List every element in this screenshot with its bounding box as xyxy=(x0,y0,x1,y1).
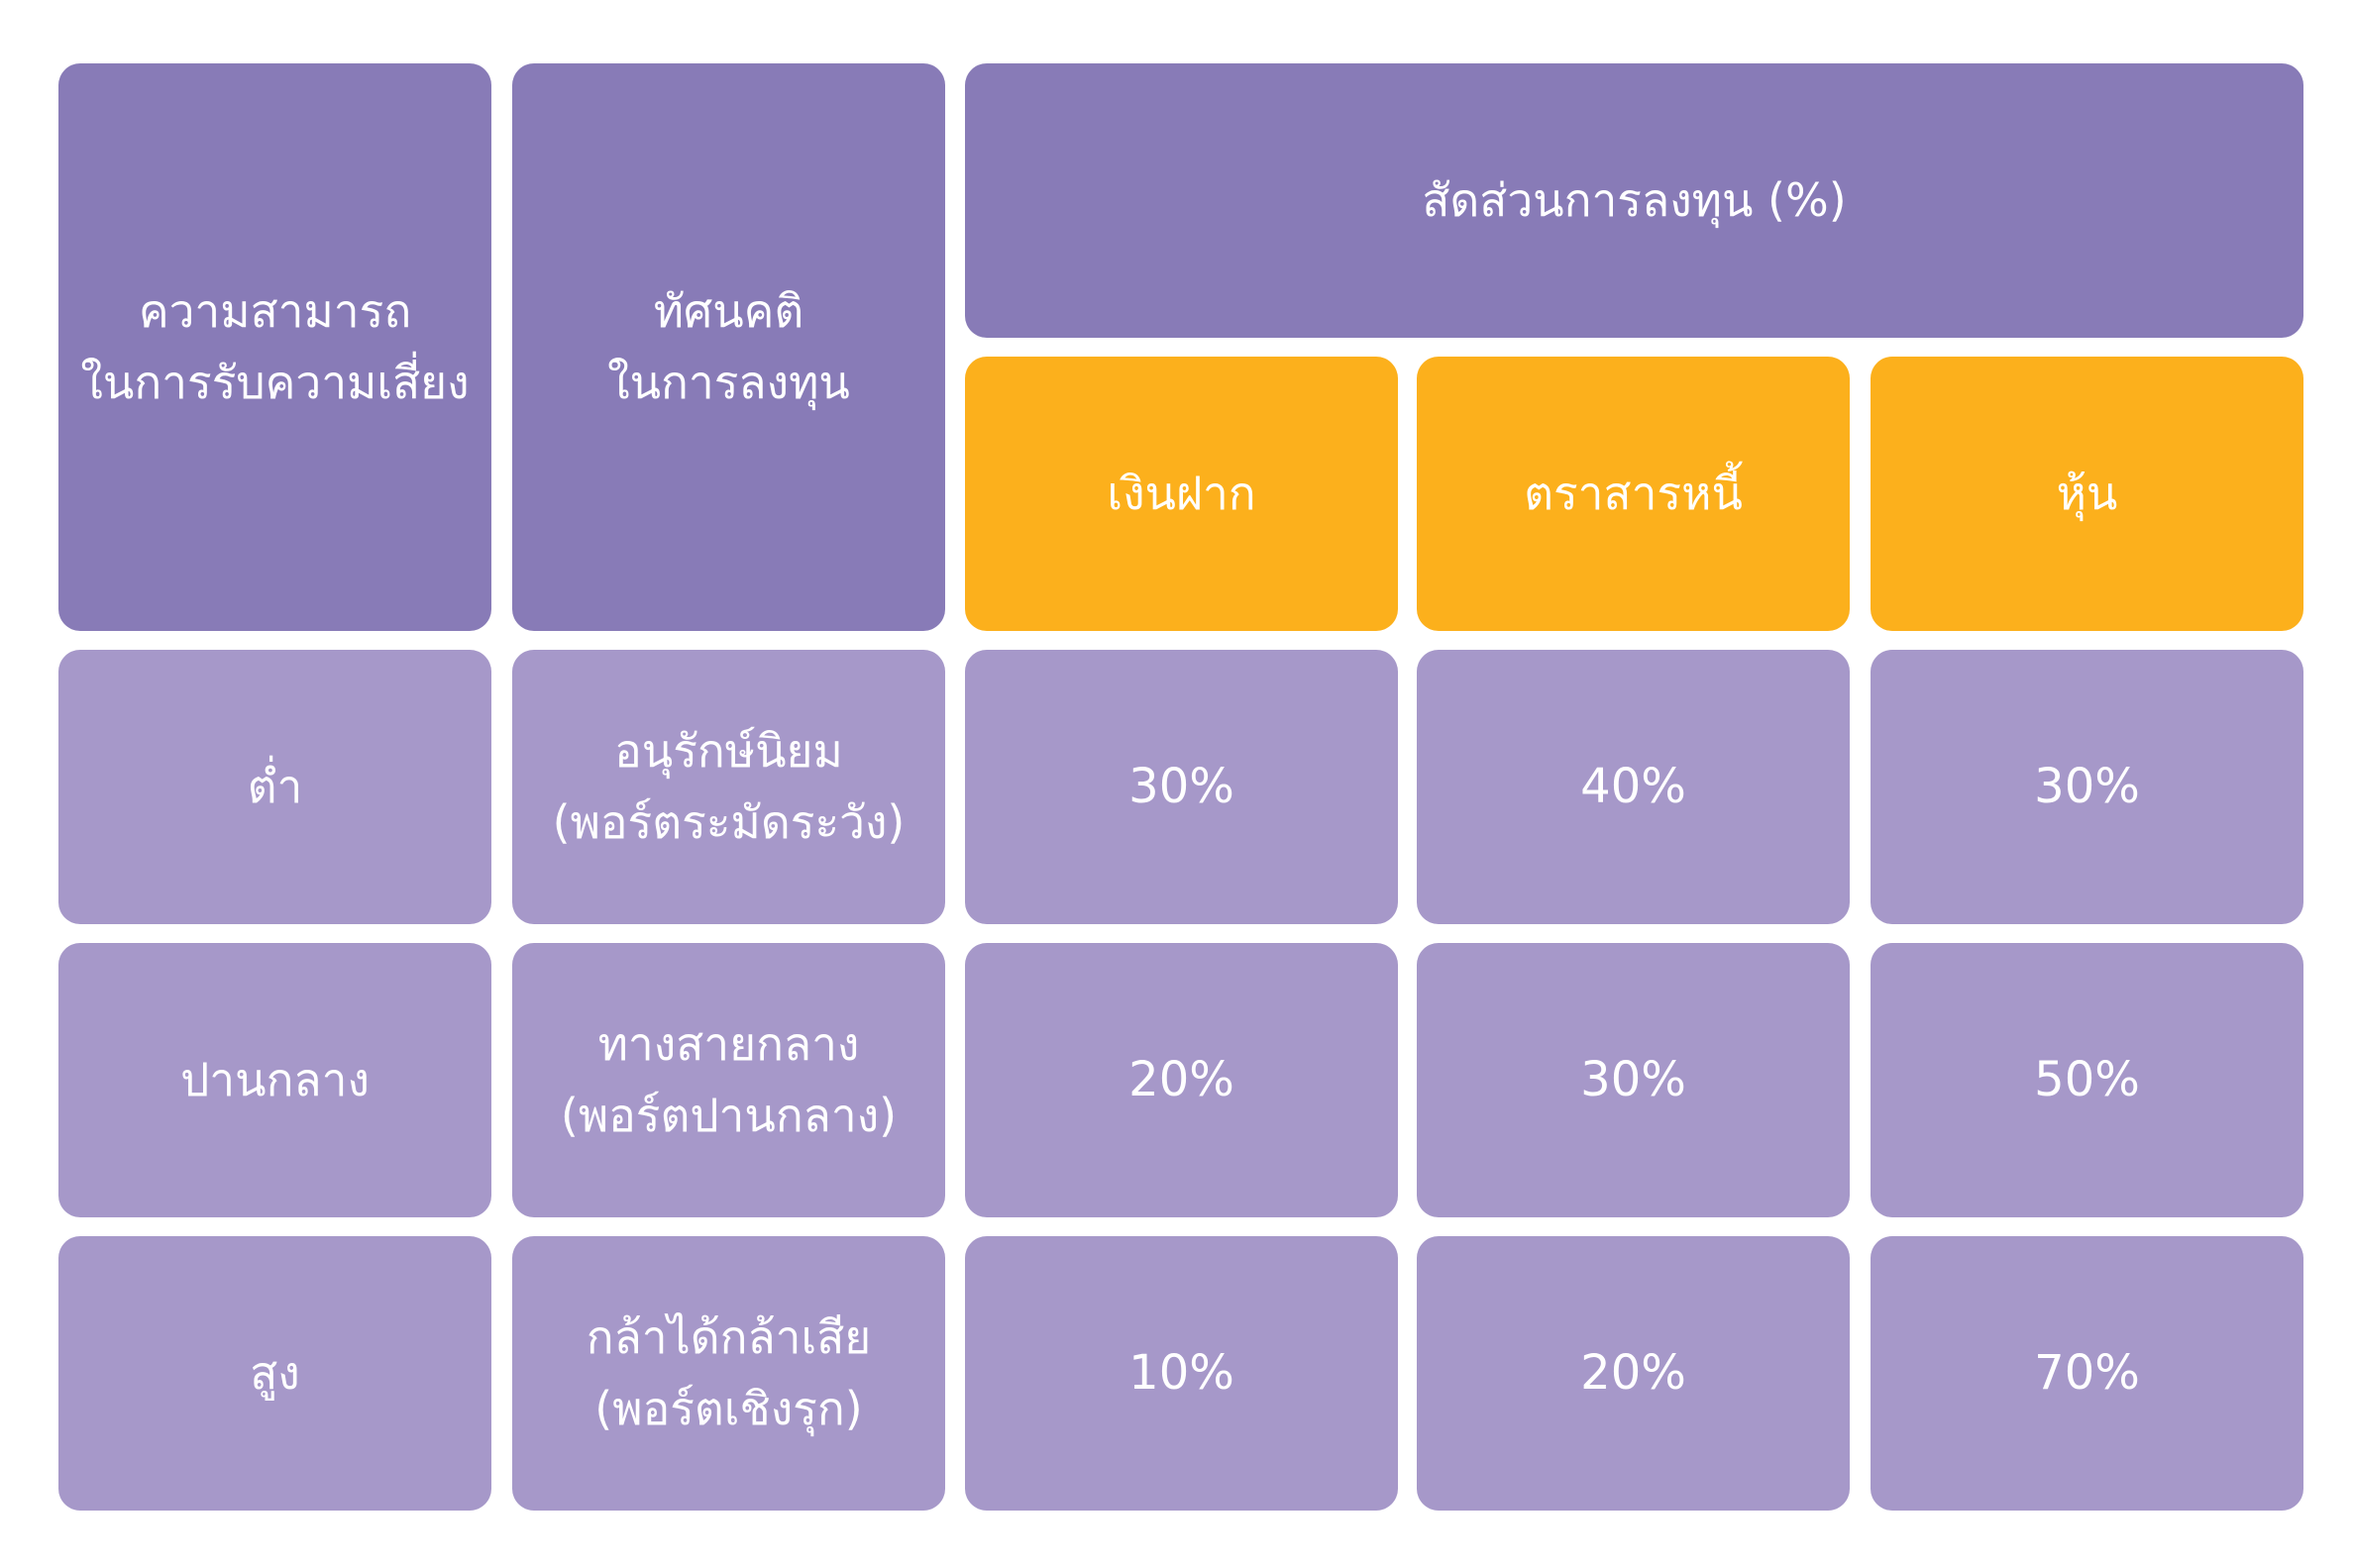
header-attitude: ทัศนคติ ในการลงทุน xyxy=(512,63,945,631)
row2-bond-value: 30% xyxy=(1580,1052,1686,1108)
row1-bond-value: 40% xyxy=(1580,759,1686,815)
header-risk-capacity: ความสามารถ ในการรับความเสี่ยง xyxy=(58,63,491,631)
row1-risk-label: ต่ำ xyxy=(247,759,303,813)
header-allocation-label: สัดส่วนการลงทุน (%) xyxy=(1422,172,1847,227)
row3-risk-label: สูง xyxy=(250,1345,300,1400)
row1-bond: 40% xyxy=(1417,650,1850,924)
row3-attitude-line2: (พอร์ตเชิงรุก) xyxy=(594,1381,863,1435)
row3-stock: 70% xyxy=(1871,1236,2303,1511)
row1-attitude: อนุรักษ์นิยม (พอร์ตระมัดระวัง) xyxy=(512,650,945,924)
row1-attitude-line1: อนุรักษ์นิยม xyxy=(614,724,843,779)
row1-deposit-value: 30% xyxy=(1128,759,1234,815)
row1-risk: ต่ำ xyxy=(58,650,491,924)
row2-attitude-line2: (พอร์ตปานกลาง) xyxy=(560,1088,898,1142)
header-allocation: สัดส่วนการลงทุน (%) xyxy=(965,63,2303,338)
row3-deposit: 10% xyxy=(965,1236,1398,1511)
row2-attitude: ทางสายกลาง (พอร์ตปานกลาง) xyxy=(512,943,945,1217)
row3-stock-value: 70% xyxy=(2034,1345,2140,1402)
header-asset-bond-label: ตราสารหนี้ xyxy=(1524,466,1743,520)
header-asset-stock-label: หุ้น xyxy=(2056,466,2118,520)
row3-bond-value: 20% xyxy=(1580,1345,1686,1402)
row1-stock: 30% xyxy=(1871,650,2303,924)
header-asset-deposit-label: เงินฝาก xyxy=(1107,466,1256,520)
header-risk-capacity-line2: ในการรับความเสี่ยง xyxy=(80,355,470,409)
row3-bond: 20% xyxy=(1417,1236,1850,1511)
row2-stock-value: 50% xyxy=(2034,1052,2140,1108)
header-risk-capacity-line1: ความสามารถ xyxy=(138,284,412,339)
row3-risk: สูง xyxy=(58,1236,491,1511)
header-attitude-line1: ทัศนคติ xyxy=(653,284,804,339)
row3-deposit-value: 10% xyxy=(1128,1345,1234,1402)
row2-deposit-value: 20% xyxy=(1128,1052,1234,1108)
row3-attitude: กล้าได้กล้าเสีย (พอร์ตเชิงรุก) xyxy=(512,1236,945,1511)
header-asset-bond: ตราสารหนี้ xyxy=(1417,357,1850,631)
row2-bond: 30% xyxy=(1417,943,1850,1217)
header-attitude-line2: ในการลงทุน xyxy=(607,355,850,409)
row1-deposit: 30% xyxy=(965,650,1398,924)
row2-risk-label: ปานกลาง xyxy=(180,1052,370,1106)
row2-deposit: 20% xyxy=(965,943,1398,1217)
row2-stock: 50% xyxy=(1871,943,2303,1217)
row3-attitude-line1: กล้าได้กล้าเสีย xyxy=(586,1310,872,1365)
header-asset-deposit: เงินฝาก xyxy=(965,357,1398,631)
row1-attitude-line2: (พอร์ตระมัดระวัง) xyxy=(552,794,906,849)
row2-risk: ปานกลาง xyxy=(58,943,491,1217)
header-asset-stock: หุ้น xyxy=(1871,357,2303,631)
row2-attitude-line1: ทางสายกลาง xyxy=(597,1017,860,1072)
row1-stock-value: 30% xyxy=(2034,759,2140,815)
